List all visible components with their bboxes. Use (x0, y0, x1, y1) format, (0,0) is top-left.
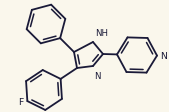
Text: NH: NH (95, 29, 108, 38)
Text: N: N (94, 71, 101, 80)
Text: F: F (18, 97, 23, 106)
Text: N: N (160, 52, 167, 61)
